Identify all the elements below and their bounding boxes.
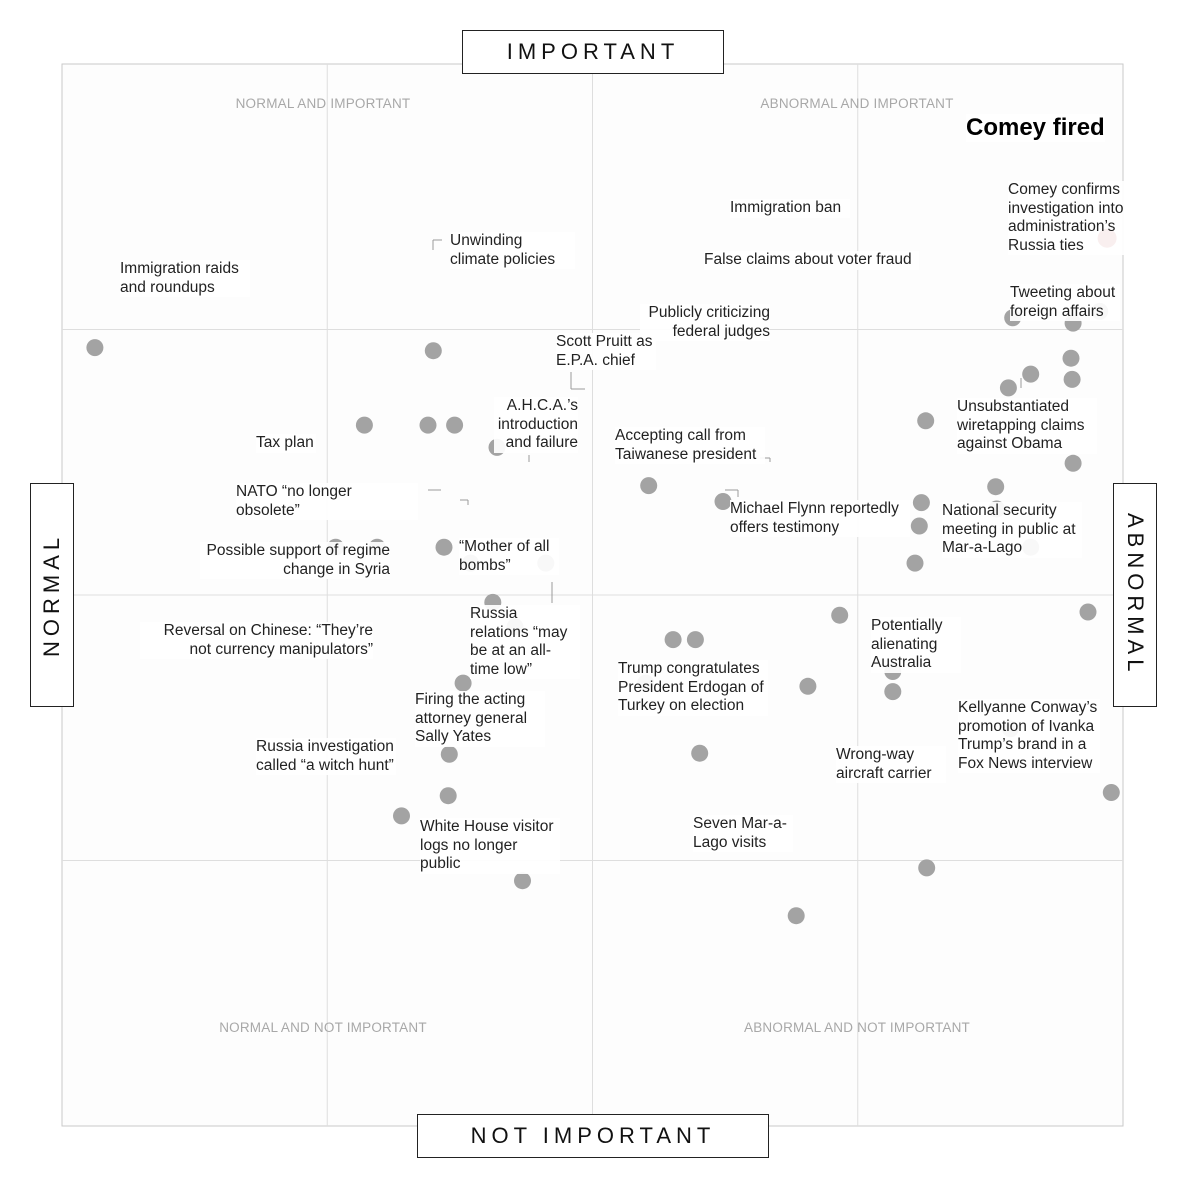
point-label: Russia relations “may be at an all-time … [470,605,580,679]
data-point [1102,784,1120,801]
data-point [884,683,902,701]
data-point [1063,370,1081,388]
data-point [440,745,458,763]
point-label: Michael Flynn reportedly offers testimon… [730,500,910,537]
data-point [912,494,930,512]
data-point [1064,454,1082,472]
data-point [691,744,709,762]
quadrant-normal-not-important: NORMAL AND NOT IMPORTANT [219,1020,427,1035]
data-point [640,477,658,495]
data-point [987,478,1005,496]
point-label: Wrong-way aircraft carrier [836,746,946,783]
data-point [787,907,805,925]
axis-top-label: IMPORTANT [462,30,724,74]
data-point [1062,349,1080,367]
point-label: Unwinding climate policies [450,232,575,269]
data-point [799,677,817,695]
data-point [714,493,732,510]
data-point [419,416,437,434]
quadrant-normal-important: NORMAL AND IMPORTANT [235,96,411,111]
data-point [910,517,928,535]
point-label: White House visitor logs no longer publi… [420,818,560,874]
data-point [355,416,373,434]
quadrant-abnormal-not-important: ABNORMAL AND NOT IMPORTANT [744,1020,970,1035]
point-label: Trump congratulates President Erdogan of… [618,660,768,716]
point-label: Possible support of regime change in Syr… [200,542,390,579]
point-label: Reversal on Chinese: “They’re not curren… [140,622,373,659]
data-point [446,416,464,434]
data-point [393,807,410,825]
quadrant-abnormal-important: ABNORMAL AND IMPORTANT [760,96,954,111]
grid-lines [62,64,1123,1126]
point-label: “Mother of all bombs” [459,538,559,575]
data-point [86,339,104,357]
data-point [686,631,704,649]
leader-lines [428,239,1022,603]
point-label: Russia investigation called “a witch hun… [256,738,396,775]
point-label: Kellyanne Conway’s promotion of Ivanka T… [958,699,1100,773]
data-point [424,342,442,360]
point-label: False claims about voter fraud [704,251,919,270]
data-point [514,872,531,890]
point-label: Seven Mar-a-Lago visits [693,815,793,852]
point-label: Publicly criticizing federal judges [640,304,770,341]
point-label: Firing the acting attorney general Sally… [415,691,545,747]
data-point [906,554,924,572]
point-label: Tax plan [256,434,316,453]
point-label: NATO “no longer obsolete” [236,483,418,520]
point-label: Scott Pruitt as E.P.A. chief [556,333,656,370]
data-point [1022,365,1040,383]
point-label: Comey confirms investigation into admini… [1008,181,1138,255]
data-point [664,631,682,649]
point-label: National security meeting in public at M… [942,502,1082,558]
point-label: Comey fired [966,114,1105,142]
data-point [1079,603,1097,621]
data-point [918,859,936,877]
data-point [999,379,1017,397]
data-point [831,606,849,624]
point-label: Unsubstantiated wiretapping claims again… [957,398,1097,454]
data-point [435,538,453,556]
data-point [454,674,472,692]
point-label: Immigration raids and roundups [120,260,250,297]
data-point [439,787,457,805]
point-label: Immigration ban [730,199,850,218]
axis-right-label: ABNORMAL [1113,483,1157,707]
axis-left-label: NORMAL [30,483,74,707]
axis-bottom-label: NOT IMPORTANT [417,1114,769,1158]
point-label: Potentially alienating Australia [871,617,961,673]
data-point [917,412,935,430]
point-label: A.H.C.A.’s introduction and failure [494,397,578,453]
point-label: Tweeting about foreign affairs [1010,284,1120,321]
point-label: Accepting call from Taiwanese president [615,427,765,464]
